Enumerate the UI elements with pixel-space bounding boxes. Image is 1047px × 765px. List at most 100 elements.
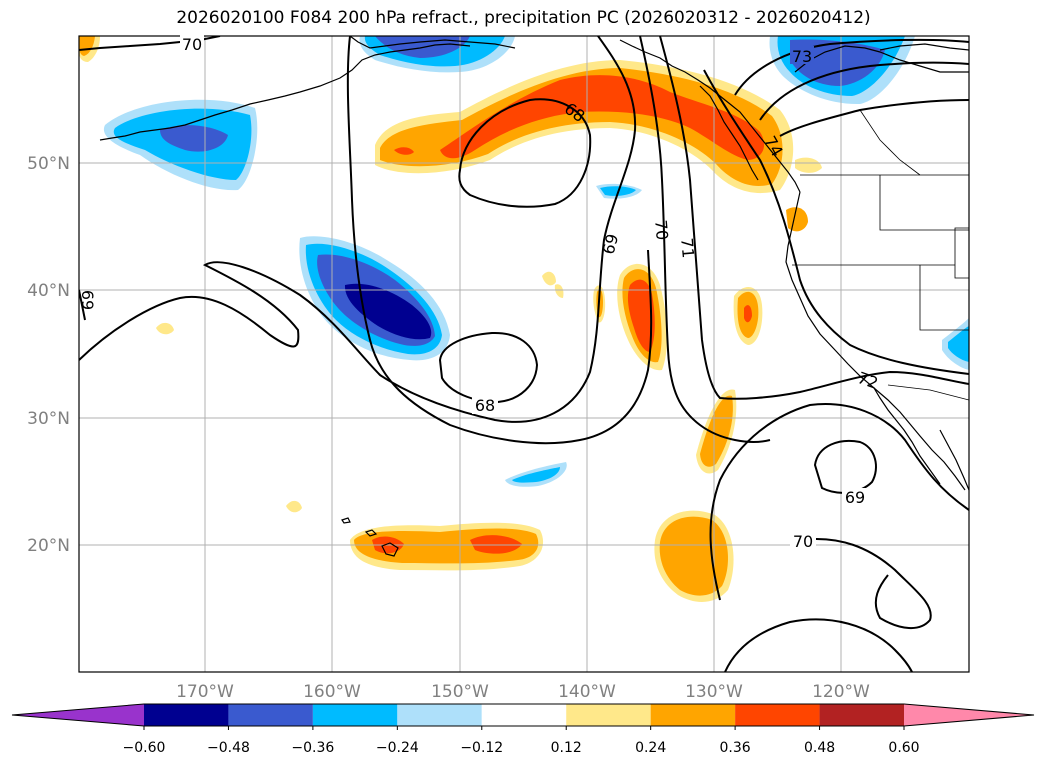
pos-patch-gulf-band-west [394,147,414,155]
colorbar-tick-label: −0.12 [460,740,503,756]
neg-patch-subtropic-core [512,467,560,483]
colorbar-tick-label: −0.36 [291,740,334,756]
coastline-hawaii [341,517,399,557]
colorbar-tick-label: −0.60 [123,740,166,756]
contour-label-bg [790,46,814,64]
pos-patch-mid-pacific-east-core [627,279,655,352]
pos-patch-subtropic-east-core [700,395,733,467]
longitude-labels: 170°W 160°W 150°W 140°W 130°W 120°W [176,682,870,702]
colorbar-segment [735,704,820,726]
pos-patch-tiny-west-2 [286,500,302,513]
coastline-canada-west [619,39,801,193]
contour-69-main [79,36,637,423]
contour-label: 70 [182,35,202,54]
coastline-bc-islands [699,85,759,181]
lat-label-40n: 40°N [27,281,70,301]
colorbar-extend-high [904,704,1034,726]
map-title: 2026020100 F084 200 hPa refract., precip… [176,8,871,28]
pos-patch-tiny-1 [542,271,556,286]
colorbar-segment [481,704,567,726]
contour-73-coast [779,99,969,137]
contour-70-south [709,403,969,601]
colorbar-tick-label: 0.36 [720,740,751,756]
positive-anomaly-patches [79,36,822,602]
colorbar-tick-label: −0.48 [207,740,250,756]
colorbar-segment [650,704,736,726]
border-state-3 [919,265,969,331]
lon-label-160w: 160°W [303,682,361,702]
contour-68-gulf-loop [458,98,592,208]
contour-label-bg [180,34,204,52]
pos-patch-coast-small [786,207,808,232]
political-borders [792,109,969,401]
neg-patch-central-pacific-core [344,283,432,340]
contour-label: 68 [475,396,495,415]
border-state-1 [879,175,969,231]
lat-label-20n: 20°N [27,536,70,556]
neg-patch-east-edge-core [948,326,969,362]
plot-area [79,36,969,672]
coastlines [99,36,969,557]
contour-label: 69 [599,232,623,257]
pos-patch-tiny-2 [554,284,564,298]
colorbar-segment [312,704,398,726]
colorbar-segment [566,704,651,726]
contour-71-center [659,36,969,400]
lon-label-120w: 120°W [812,682,870,702]
lon-label-140w: 140°W [558,682,616,702]
colorbar-tick-label: 0.48 [804,740,835,756]
contour-label: 71 [677,237,698,259]
pos-patch-hawaii-core-east [470,535,522,554]
contour-south-bottom [724,618,913,672]
contour-73-north [734,38,969,96]
contour-label: 69 [78,290,97,310]
pos-patch-gulf-band-core [440,75,765,160]
pos-patch-coast-mid-red [744,305,752,323]
colorbar-segment [144,704,229,726]
colorbar-segment [819,704,904,726]
coastline-baja [873,387,941,485]
lat-label-50n: 50°N [27,154,70,174]
lat-label-30n: 30°N [27,409,70,429]
coastline-us-west [785,191,966,491]
coastline-northeast [794,45,969,73]
contour-74-north [759,61,969,121]
coastline-alaska-north [349,36,516,49]
contour-68-west-loop [346,36,653,445]
border-us-mexico [887,384,969,401]
contour-label-bg [790,532,816,550]
contour-68-mid-loop [438,331,539,404]
lon-label-150w: 150°W [431,682,489,702]
contour-label: 73 [792,47,812,66]
colorbar-segment [397,704,482,726]
colorbar-tick-label: −0.24 [376,740,419,756]
colorbar-segment [228,704,313,726]
colorbar-tick-label: 0.60 [888,740,919,756]
pos-patch-tiny-west [156,322,174,335]
contour-70-southeast [799,538,932,629]
contour-70-center [639,36,771,443]
neg-patch-aleutian-west-core [160,125,228,152]
border-east-box [954,227,969,279]
lon-label-170w: 170°W [176,682,234,702]
colorbar-tick-label: 0.12 [551,740,582,756]
colorbar-extend-low [12,704,144,726]
pos-patch-top-left-core [79,36,95,56]
contour-69-left-edge [79,289,86,321]
colorbar: −0.60 −0.48 −0.36 −0.24 −0.12 0.12 0.24 0.36 0.4… [11,703,1035,756]
contour-72-east [703,69,969,375]
coastline-north-edge [879,43,969,51]
border-canada-province [859,109,921,176]
pos-patch-coast-small-edge [795,157,822,173]
plot-frame [78,35,970,673]
coastline-mexico [939,429,969,491]
refractivity-contours [79,36,969,672]
coastline-aleutians [99,43,471,141]
latitude-labels: 50°N 40°N 30°N 20°N [27,154,70,556]
lon-label-130w: 130°W [685,682,743,702]
contour-label: 70 [651,219,672,241]
contour-label: 69 [845,488,865,507]
contour-label-bg [842,488,868,506]
contour-label-bg [472,396,498,414]
